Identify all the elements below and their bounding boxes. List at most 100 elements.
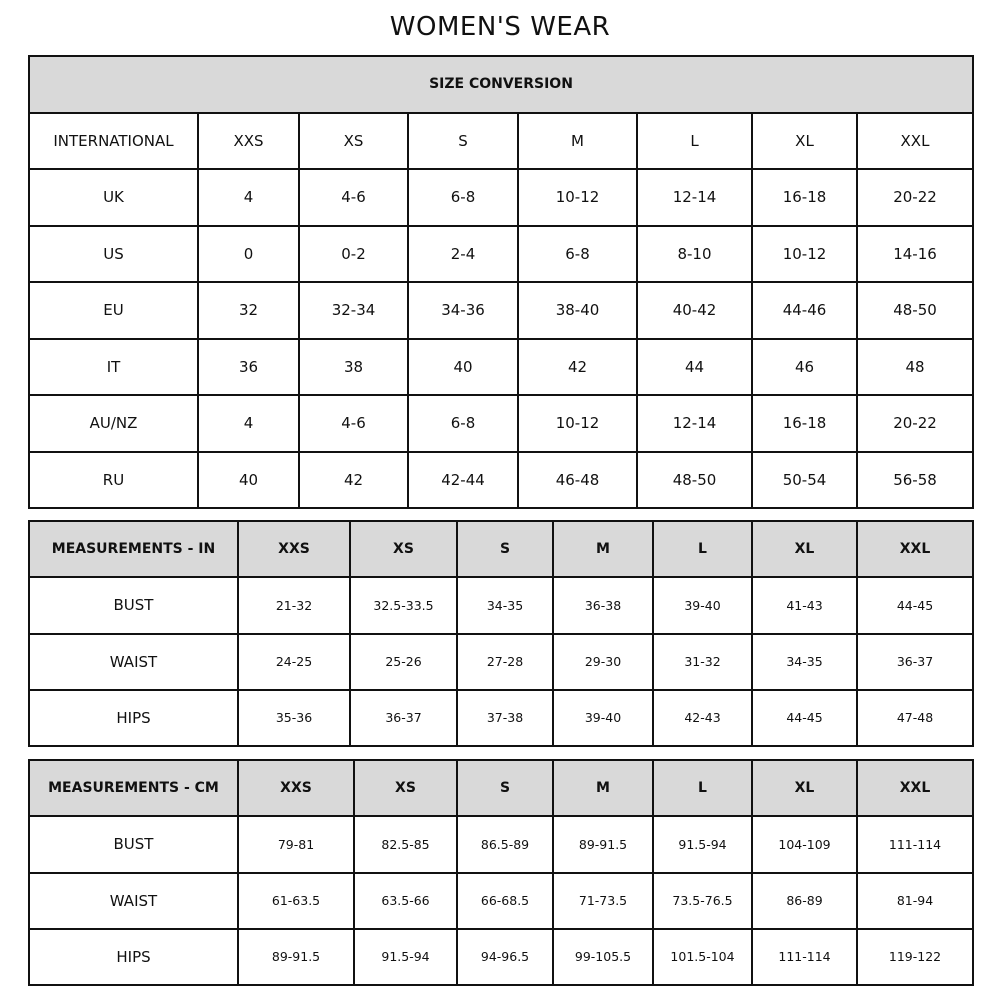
table-cell: 25-26 [349, 632, 458, 691]
table-cell: 32.5-33.5 [349, 576, 458, 635]
table-row: RU 40 42 42-44 46-48 48-50 50-54 56-58 [28, 450, 974, 509]
size-column-header: XXS [237, 519, 351, 579]
table-cell: 79-81 [237, 815, 355, 874]
row-label: US [28, 224, 199, 283]
table-cell: 42-43 [652, 688, 753, 748]
row-label: UK [28, 168, 199, 227]
size-column-header: XS [353, 758, 458, 818]
table-cell: 8-10 [636, 224, 753, 283]
table-cell: 44-46 [751, 281, 858, 340]
table-cell: 10-12 [751, 224, 858, 283]
table-cell: 48 [856, 337, 974, 396]
table-cell: 48-50 [856, 281, 974, 340]
table-cell: 6-8 [407, 394, 519, 453]
table-cell: 61-63.5 [237, 871, 355, 930]
table-cell: 91.5-94 [652, 815, 753, 874]
row-header-label: INTERNATIONAL [28, 111, 199, 170]
size-column-header: XXS [237, 758, 355, 818]
size-column-header: L [652, 519, 753, 579]
table-cell: 39-40 [652, 576, 753, 635]
page-title: WOMEN'S WEAR [389, 12, 611, 42]
table-cell: 39-40 [552, 688, 654, 748]
row-label: WAIST [28, 871, 239, 930]
size-column-header: XXL [856, 519, 974, 579]
table-cell: 20-22 [856, 168, 974, 227]
table-cell: 46-48 [517, 450, 638, 509]
table-row: US 0 0-2 2-4 6-8 8-10 10-12 14-16 [28, 224, 974, 283]
table-row: WAIST 61-63.5 63.5-66 66-68.5 71-73.5 73.5-76… [28, 871, 974, 930]
table-cell: 0-2 [298, 224, 409, 283]
table-cell: 71-73.5 [552, 871, 654, 930]
table-header-row: MEASUREMENTS - CM XXS XS S M L XL XXL [28, 758, 974, 818]
table-cell: 86.5-89 [456, 815, 554, 874]
table-cell: 46 [751, 337, 858, 396]
table-cell: 12-14 [636, 168, 753, 227]
table-cell: 37-38 [456, 688, 554, 748]
table-cell: 86-89 [751, 871, 858, 930]
row-label: WAIST [28, 632, 239, 691]
table-cell: 4 [197, 168, 300, 227]
row-label: BUST [28, 576, 239, 635]
row-label: HIPS [28, 927, 239, 987]
table-cell: 36-37 [349, 688, 458, 748]
table-cell: 32 [197, 281, 300, 340]
table-cell: 27-28 [456, 632, 554, 691]
table-cell: 32-34 [298, 281, 409, 340]
table-row: HIPS 35-36 36-37 37-38 39-40 42-43 44-45 47-48 [28, 688, 974, 748]
size-conversion-table: SIZE CONVERSION INTERNATIONAL XXS XS S M L XL XX… [28, 55, 974, 509]
table-cell: 89-91.5 [552, 815, 654, 874]
table-cell: 44-45 [856, 576, 974, 635]
table-cell: 6-8 [517, 224, 638, 283]
table-caption-row: SIZE CONVERSION [28, 55, 974, 114]
table-cell: 10-12 [517, 168, 638, 227]
size-column-header: XL [751, 519, 858, 579]
table-cell: 111-114 [751, 927, 858, 987]
table-cell: 91.5-94 [353, 927, 458, 987]
table-cell: 36-38 [552, 576, 654, 635]
size-column-header: XS [298, 111, 409, 170]
table-cell: 99-105.5 [552, 927, 654, 987]
table-row: IT 36 38 40 42 44 46 48 [28, 337, 974, 396]
size-column-header: M [552, 758, 654, 818]
table-cell: 34-36 [407, 281, 519, 340]
measurements-in-table: MEASUREMENTS - IN XXS XS S M L XL XXL BUST 21-32 3… [28, 519, 974, 748]
table-cell: 40-42 [636, 281, 753, 340]
table-caption: SIZE CONVERSION [28, 55, 974, 114]
table-cell: 20-22 [856, 394, 974, 453]
table-cell: 56-58 [856, 450, 974, 509]
size-column-header: S [407, 111, 519, 170]
table-cell: 40 [407, 337, 519, 396]
table-cell: 12-14 [636, 394, 753, 453]
size-column-header: L [636, 111, 753, 170]
table-header-row: INTERNATIONAL XXS XS S M L XL XXL [28, 111, 974, 170]
table-cell: 42-44 [407, 450, 519, 509]
size-column-header: XXL [856, 111, 974, 170]
row-header-label: MEASUREMENTS - CM [28, 758, 239, 818]
size-column-header: L [652, 758, 753, 818]
table-cell: 48-50 [636, 450, 753, 509]
table-cell: 104-109 [751, 815, 858, 874]
size-column-header: XL [751, 758, 858, 818]
table-cell: 41-43 [751, 576, 858, 635]
table-cell: 66-68.5 [456, 871, 554, 930]
table-cell: 42 [517, 337, 638, 396]
table-cell: 35-36 [237, 688, 351, 748]
table-cell: 36 [197, 337, 300, 396]
table-cell: 63.5-66 [353, 871, 458, 930]
table-cell: 21-32 [237, 576, 351, 635]
table-row: WAIST 24-25 25-26 27-28 29-30 31-32 34-35 36-37 [28, 632, 974, 691]
table-cell: 4 [197, 394, 300, 453]
table-cell: 10-12 [517, 394, 638, 453]
table-cell: 82.5-85 [353, 815, 458, 874]
size-column-header: M [517, 111, 638, 170]
row-label: IT [28, 337, 199, 396]
table-cell: 40 [197, 450, 300, 509]
row-label: EU [28, 281, 199, 340]
size-column-header: XXL [856, 758, 974, 818]
table-cell: 47-48 [856, 688, 974, 748]
table-cell: 101.5-104 [652, 927, 753, 987]
table-cell: 89-91.5 [237, 927, 355, 987]
table-cell: 14-16 [856, 224, 974, 283]
table-cell: 44 [636, 337, 753, 396]
size-column-header: XL [751, 111, 858, 170]
